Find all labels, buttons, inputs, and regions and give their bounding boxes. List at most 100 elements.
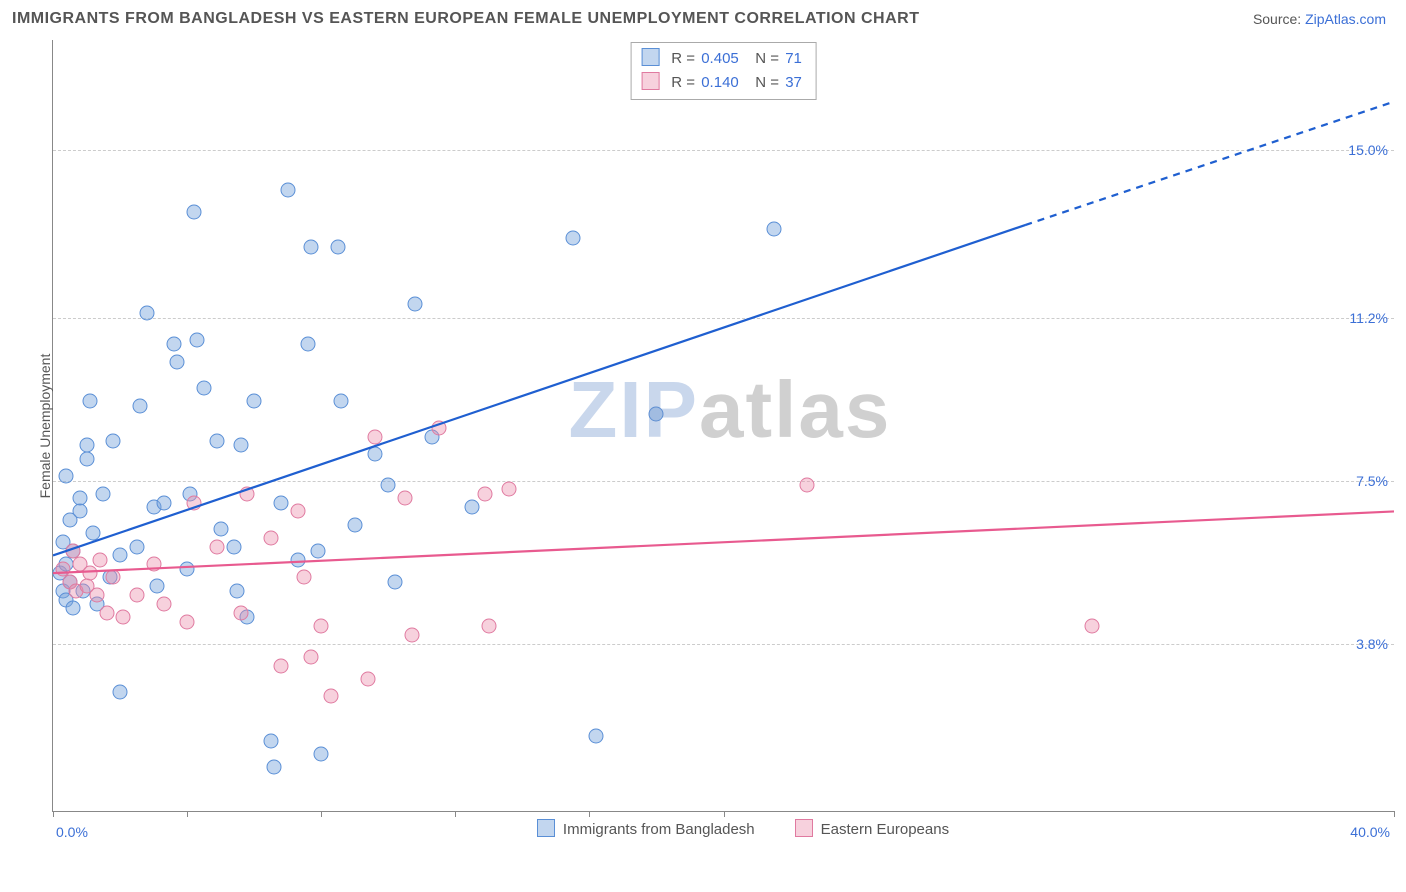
legend-item-bangladesh: Immigrants from Bangladesh <box>537 819 755 838</box>
data-point-eastern_european <box>478 486 493 501</box>
data-point-bangladesh <box>290 552 305 567</box>
data-point-bangladesh <box>59 469 74 484</box>
data-point-bangladesh <box>79 438 94 453</box>
data-point-eastern_european <box>800 477 815 492</box>
data-point-eastern_european <box>314 618 329 633</box>
data-point-bangladesh <box>766 222 781 237</box>
data-point-bangladesh <box>186 204 201 219</box>
legend-row-bangladesh: R = 0.405 N = 71 <box>641 47 806 71</box>
data-point-bangladesh <box>334 394 349 409</box>
data-point-bangladesh <box>86 526 101 541</box>
data-point-eastern_european <box>367 429 382 444</box>
data-point-bangladesh <box>347 517 362 532</box>
r-label: R = <box>671 74 699 91</box>
data-point-eastern_european <box>481 618 496 633</box>
data-point-bangladesh <box>387 574 402 589</box>
y-tick-label: 7.5% <box>1356 473 1388 489</box>
r-label: R = <box>671 50 699 67</box>
correlation-legend: R = 0.405 N = 71 R = 0.140 N = 37 <box>630 42 817 100</box>
r-value-bangladesh: 0.405 <box>701 50 739 67</box>
data-point-bangladesh <box>267 759 282 774</box>
data-point-bangladesh <box>263 733 278 748</box>
data-point-eastern_european <box>263 530 278 545</box>
swatch-eastern-european-icon <box>795 819 813 837</box>
legend-row-eastern-european: R = 0.140 N = 37 <box>641 71 806 95</box>
data-point-bangladesh <box>280 182 295 197</box>
data-point-bangladesh <box>96 486 111 501</box>
data-point-bangladesh <box>247 394 262 409</box>
data-point-bangladesh <box>82 394 97 409</box>
data-point-bangladesh <box>156 495 171 510</box>
data-point-bangladesh <box>314 746 329 761</box>
data-point-eastern_european <box>146 557 161 572</box>
y-axis-label: Female Unemployment <box>37 353 53 498</box>
data-point-bangladesh <box>408 297 423 312</box>
data-point-bangladesh <box>72 504 87 519</box>
plot-area: Female Unemployment ZIPatlas R = 0.405 N… <box>52 40 1394 812</box>
data-point-bangladesh <box>233 438 248 453</box>
swatch-eastern-european-icon <box>641 72 659 90</box>
data-point-eastern_european <box>156 596 171 611</box>
data-point-eastern_european <box>273 658 288 673</box>
source-credit: Source: ZipAtlas.com <box>1253 11 1386 27</box>
data-point-bangladesh <box>180 561 195 576</box>
data-point-bangladesh <box>170 354 185 369</box>
data-point-eastern_european <box>233 605 248 620</box>
data-point-eastern_european <box>106 570 121 585</box>
data-point-eastern_european <box>404 627 419 642</box>
data-point-eastern_european <box>82 566 97 581</box>
data-point-eastern_european <box>324 689 339 704</box>
data-point-eastern_european <box>92 552 107 567</box>
swatch-bangladesh-icon <box>537 819 555 837</box>
legend-item-eastern-european: Eastern Europeans <box>795 819 949 838</box>
source-label: Source: <box>1253 11 1305 27</box>
gridline <box>53 481 1394 482</box>
watermark-zip: ZIP <box>569 365 699 454</box>
data-point-bangladesh <box>149 579 164 594</box>
n-label: N = <box>755 74 783 91</box>
data-point-eastern_european <box>186 495 201 510</box>
swatch-bangladesh-icon <box>641 48 659 66</box>
chart-title: IMMIGRANTS FROM BANGLADESH VS EASTERN EU… <box>12 10 919 28</box>
data-point-bangladesh <box>210 433 225 448</box>
data-point-eastern_european <box>210 539 225 554</box>
n-value-bangladesh: 71 <box>785 50 802 67</box>
watermark-atlas: atlas <box>699 365 891 454</box>
data-point-bangladesh <box>367 447 382 462</box>
data-point-bangladesh <box>330 240 345 255</box>
data-point-eastern_european <box>89 588 104 603</box>
data-point-bangladesh <box>79 451 94 466</box>
gridline <box>53 318 1394 319</box>
data-point-eastern_european <box>240 486 255 501</box>
data-point-bangladesh <box>273 495 288 510</box>
legend-label-eastern-european: Eastern Europeans <box>821 821 949 838</box>
x-axis: 0.0% 40.0% Immigrants from Bangladesh Ea… <box>52 814 1394 842</box>
data-point-bangladesh <box>465 500 480 515</box>
data-point-eastern_european <box>180 614 195 629</box>
y-tick-label: 3.8% <box>1356 636 1388 652</box>
x-tick <box>1394 811 1395 817</box>
data-point-bangladesh <box>129 539 144 554</box>
data-point-eastern_european <box>116 610 131 625</box>
data-point-bangladesh <box>190 332 205 347</box>
data-point-bangladesh <box>230 583 245 598</box>
data-point-bangladesh <box>113 685 128 700</box>
gridline <box>53 150 1394 151</box>
data-point-bangladesh <box>106 433 121 448</box>
data-point-eastern_european <box>304 649 319 664</box>
data-point-bangladesh <box>113 548 128 563</box>
data-point-bangladesh <box>213 522 228 537</box>
data-point-bangladesh <box>72 491 87 506</box>
data-point-eastern_european <box>297 570 312 585</box>
n-label: N = <box>755 50 783 67</box>
data-point-bangladesh <box>166 336 181 351</box>
series-legend: Immigrants from Bangladesh Eastern Europ… <box>92 814 1394 842</box>
watermark: ZIPatlas <box>569 364 892 456</box>
data-point-bangladesh <box>300 336 315 351</box>
source-link[interactable]: ZipAtlas.com <box>1305 11 1386 27</box>
data-point-eastern_european <box>431 420 446 435</box>
data-point-eastern_european <box>501 482 516 497</box>
data-point-eastern_european <box>361 671 376 686</box>
data-point-bangladesh <box>304 240 319 255</box>
chart-container: Female Unemployment ZIPatlas R = 0.405 N… <box>12 40 1394 842</box>
